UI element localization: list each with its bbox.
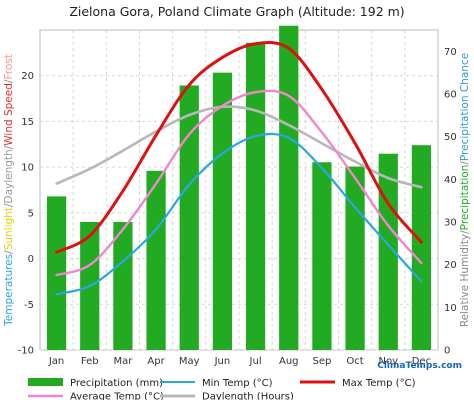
precip-bar-mar xyxy=(113,222,133,350)
axis-label-part: / xyxy=(459,230,471,234)
right-tick-label: 30 xyxy=(444,218,457,229)
precip-bar-nov xyxy=(378,153,398,350)
legend-min-label: Min Temp (°C) xyxy=(202,378,273,389)
right-axis-label: Relative Humidity/Precipitation/Precipit… xyxy=(459,53,471,327)
axis-label-part: Precipitation xyxy=(459,165,471,231)
left-tick-label: -5 xyxy=(24,300,34,311)
legend: Precipitation (mm) Min Temp (°C) Max Tem… xyxy=(28,378,416,400)
axis-label-part: / xyxy=(3,203,15,207)
left-tick-label: 5 xyxy=(28,208,34,219)
x-tick-label: Jan xyxy=(48,356,64,367)
axis-label-part: Frost xyxy=(3,54,15,79)
axis-label-part: / xyxy=(3,250,15,254)
precip-bar-dec xyxy=(411,145,432,350)
legend-day-label: Daylength (Hours) xyxy=(202,392,294,400)
precip-bar-jan xyxy=(46,196,67,350)
left-tick-label: 0 xyxy=(28,254,34,265)
precip-bar-jun xyxy=(212,72,233,351)
precip-bar-aug xyxy=(279,25,299,350)
series-lines xyxy=(55,40,423,296)
axis-label-part: Sunlight xyxy=(3,207,15,250)
brand-watermark: ClimaTemps.com xyxy=(377,361,462,371)
legend-avg-label: Average Temp (°C) xyxy=(70,392,164,400)
x-tick-label: May xyxy=(179,356,200,367)
right-tick-label: 20 xyxy=(444,260,457,271)
right-tick-label: 0 xyxy=(444,346,450,357)
x-tick-label: Mar xyxy=(113,356,133,367)
axis-label-part: Relative Humidity xyxy=(459,234,471,327)
legend-precip-swatch xyxy=(28,378,63,386)
x-tick-label: Nov xyxy=(378,356,398,367)
right-tick-label: 70 xyxy=(444,47,457,58)
x-tick-label: Sep xyxy=(312,356,331,367)
left-tick-label: -10 xyxy=(18,346,34,357)
right-tick-label: 40 xyxy=(444,175,457,186)
precipitation-bars xyxy=(46,25,432,351)
right-tick-label: 10 xyxy=(444,303,457,314)
left-axis-label: Temperatures/Sunlight/Daylength/Wind Spe… xyxy=(3,54,15,327)
axis-label-part: / xyxy=(3,145,15,149)
right-axis-ticks: 70 60 50 40 30 20 10 0 xyxy=(444,47,457,357)
x-tick-label: Feb xyxy=(81,356,99,367)
precip-bar-oct xyxy=(345,166,365,350)
legend-max-label: Max Temp (°C) xyxy=(342,378,416,389)
chart-title: Zielona Gora, Poland Climate Graph (Alti… xyxy=(69,4,404,19)
x-tick-label: Aug xyxy=(279,356,299,367)
axis-label-part: / xyxy=(3,79,15,83)
right-tick-label: 60 xyxy=(444,90,457,101)
x-tick-label: Jul xyxy=(249,356,262,367)
axis-label-part: Temperatures xyxy=(3,254,15,327)
x-tick-label: Jun xyxy=(214,356,231,367)
line-max-temp-c xyxy=(55,40,423,254)
precip-bar-may xyxy=(179,85,199,350)
left-tick-label: 15 xyxy=(21,117,34,128)
precip-bar-jul xyxy=(245,42,266,351)
right-tick-label: 50 xyxy=(444,132,457,143)
axis-label-part: / xyxy=(459,161,471,165)
line-average-temp-c xyxy=(55,89,423,277)
legend-precip-label: Precipitation (mm) xyxy=(70,378,163,389)
x-tick-label: Dec xyxy=(412,356,431,367)
axis-label-part: Wind Speed xyxy=(3,83,15,146)
x-tick-label: Apr xyxy=(147,356,165,367)
left-axis-ticks: 20 15 10 5 0 -5 -10 xyxy=(18,71,34,356)
axis-label-part: Precipitation Chance xyxy=(459,53,471,161)
precip-bar-apr xyxy=(146,170,166,350)
left-tick-label: 10 xyxy=(21,163,34,174)
axis-label-part: Daylength xyxy=(3,149,15,203)
precip-bar-sep xyxy=(312,162,332,350)
grid-lines xyxy=(40,30,438,351)
line-daylength-hours xyxy=(55,105,423,189)
x-tick-label: Oct xyxy=(346,356,363,367)
line-min-temp-c xyxy=(55,132,423,296)
x-axis-ticks: Jan Feb Mar Apr May Jun Jul Aug Sep Oct Nov Dec xyxy=(48,356,431,367)
left-tick-label: 20 xyxy=(21,71,34,82)
